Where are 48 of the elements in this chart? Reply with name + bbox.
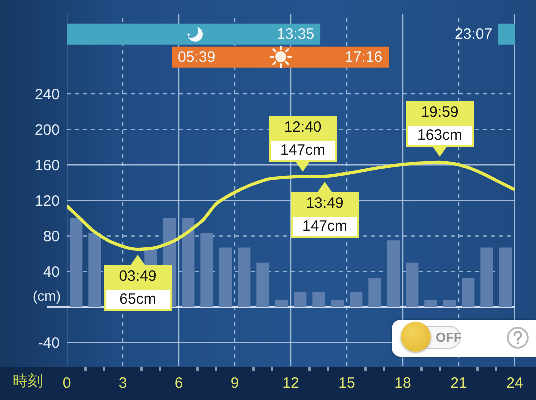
y-tick-label: 240 bbox=[34, 86, 60, 104]
bar bbox=[443, 300, 456, 308]
bar bbox=[350, 292, 363, 308]
bar bbox=[406, 262, 419, 308]
bar bbox=[238, 248, 251, 308]
x-tick-label: 21 bbox=[450, 375, 468, 392]
x-tick-label: 18 bbox=[394, 375, 412, 392]
annotation: 23:07 bbox=[455, 26, 493, 43]
x-tick-label: 9 bbox=[230, 375, 240, 392]
annotation: 17:16 bbox=[345, 49, 383, 66]
annotation: 13:49 147cm bbox=[302, 195, 348, 235]
bar bbox=[368, 278, 382, 308]
y-tick-label: 80 bbox=[43, 228, 60, 246]
y-tick-label: 160 bbox=[34, 157, 60, 174]
bar bbox=[331, 300, 344, 308]
bar bbox=[499, 248, 512, 308]
y-tick-label: 40 bbox=[43, 264, 60, 282]
x-axis-title: 時刻 bbox=[13, 373, 43, 390]
y-axis-title: (cm) bbox=[33, 288, 61, 304]
bar bbox=[312, 292, 326, 308]
annotation: 13:35 bbox=[277, 26, 315, 43]
x-tick-label: 0 bbox=[62, 375, 72, 392]
y-tick-label: 120 bbox=[34, 192, 60, 210]
y-tick-label: 200 bbox=[34, 122, 60, 139]
bar bbox=[70, 218, 83, 308]
bar bbox=[275, 300, 288, 308]
bar bbox=[182, 218, 195, 308]
x-tick-label: 6 bbox=[174, 375, 184, 392]
annotation: OFF bbox=[436, 330, 462, 345]
x-tick-label: 12 bbox=[282, 375, 300, 392]
bar bbox=[480, 248, 494, 308]
bar bbox=[200, 234, 214, 308]
annotation: 05:39 bbox=[178, 49, 216, 66]
bar bbox=[219, 248, 232, 308]
x-tick-label: 3 bbox=[118, 375, 128, 392]
line-series bbox=[67, 160, 515, 252]
y-tick-label: -40 bbox=[38, 335, 60, 352]
annotation: 12:40 147cm bbox=[280, 119, 326, 159]
annotation: 19:59 163cm bbox=[417, 104, 463, 144]
x-tick-label: 15 bbox=[338, 375, 356, 392]
x-tick-label: 24 bbox=[506, 375, 524, 392]
bar bbox=[462, 278, 475, 308]
bar bbox=[387, 240, 400, 308]
bar bbox=[256, 262, 270, 308]
bar bbox=[424, 300, 438, 308]
bar bbox=[88, 234, 102, 308]
bar bbox=[294, 292, 307, 308]
annotation: 03:49 65cm bbox=[119, 268, 157, 308]
